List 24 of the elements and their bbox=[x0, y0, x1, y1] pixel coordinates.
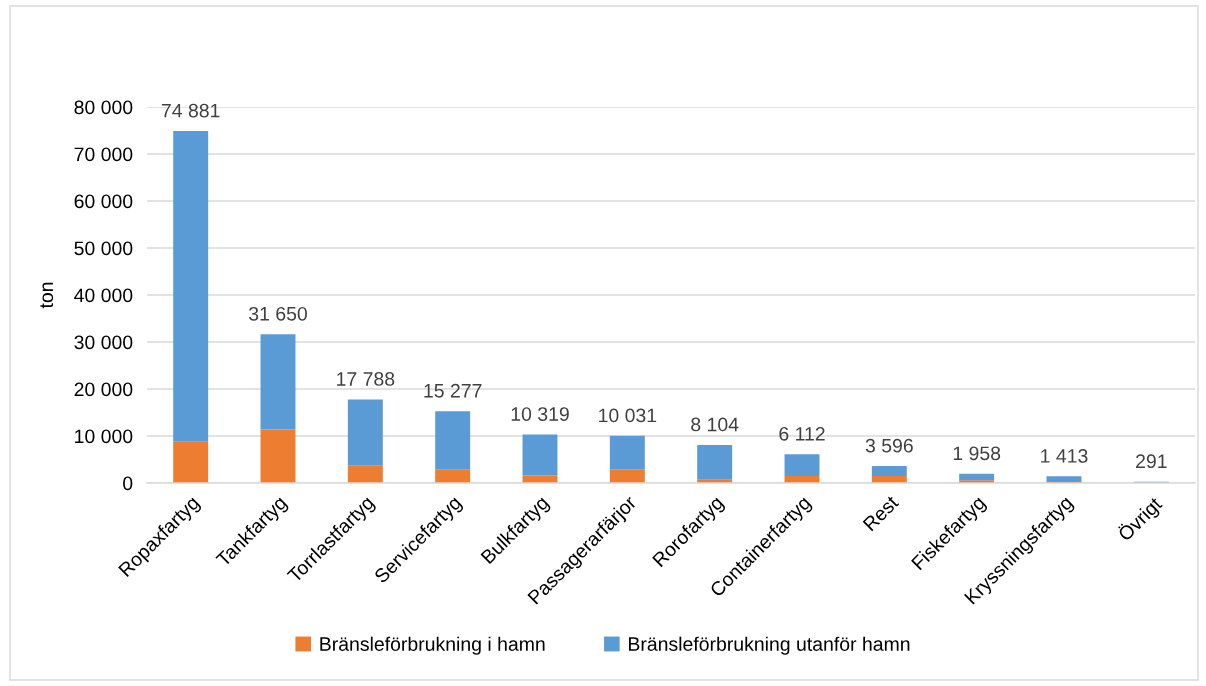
y-tick-label: 80 000 bbox=[74, 100, 133, 115]
y-tick-label: 60 000 bbox=[74, 194, 133, 209]
y-tick-label: 0 bbox=[123, 476, 133, 491]
y-axis-title: ton bbox=[40, 282, 54, 309]
y-tick-label: 50 000 bbox=[74, 241, 133, 256]
y-tick-label: 40 000 bbox=[74, 288, 133, 303]
total-label: 1 958 bbox=[953, 446, 1001, 461]
total-label: 74 881 bbox=[161, 103, 220, 118]
y-tick-label: 20 000 bbox=[74, 382, 133, 397]
total-label: 6 112 bbox=[779, 426, 825, 441]
total-label: 3 596 bbox=[865, 438, 913, 453]
y-tick-label: 10 000 bbox=[75, 429, 133, 444]
legend-label: Bränsleförbrukning i hamn bbox=[320, 636, 545, 655]
total-label: 10 319 bbox=[511, 407, 569, 421]
total-label: 17 788 bbox=[337, 372, 395, 386]
total-label: 15 277 bbox=[424, 383, 482, 398]
total-label: 291 bbox=[1136, 454, 1167, 469]
total-label: 1 413 bbox=[1041, 449, 1088, 463]
total-label: 10 031 bbox=[599, 408, 657, 423]
legend-label: Bränsleförbrukning utanför hamn bbox=[628, 636, 910, 655]
total-label: 8 104 bbox=[691, 417, 739, 432]
y-tick-label: 30 000 bbox=[74, 335, 133, 350]
y-tick-label: 70 000 bbox=[74, 147, 133, 162]
total-label: 31 650 bbox=[249, 306, 307, 321]
